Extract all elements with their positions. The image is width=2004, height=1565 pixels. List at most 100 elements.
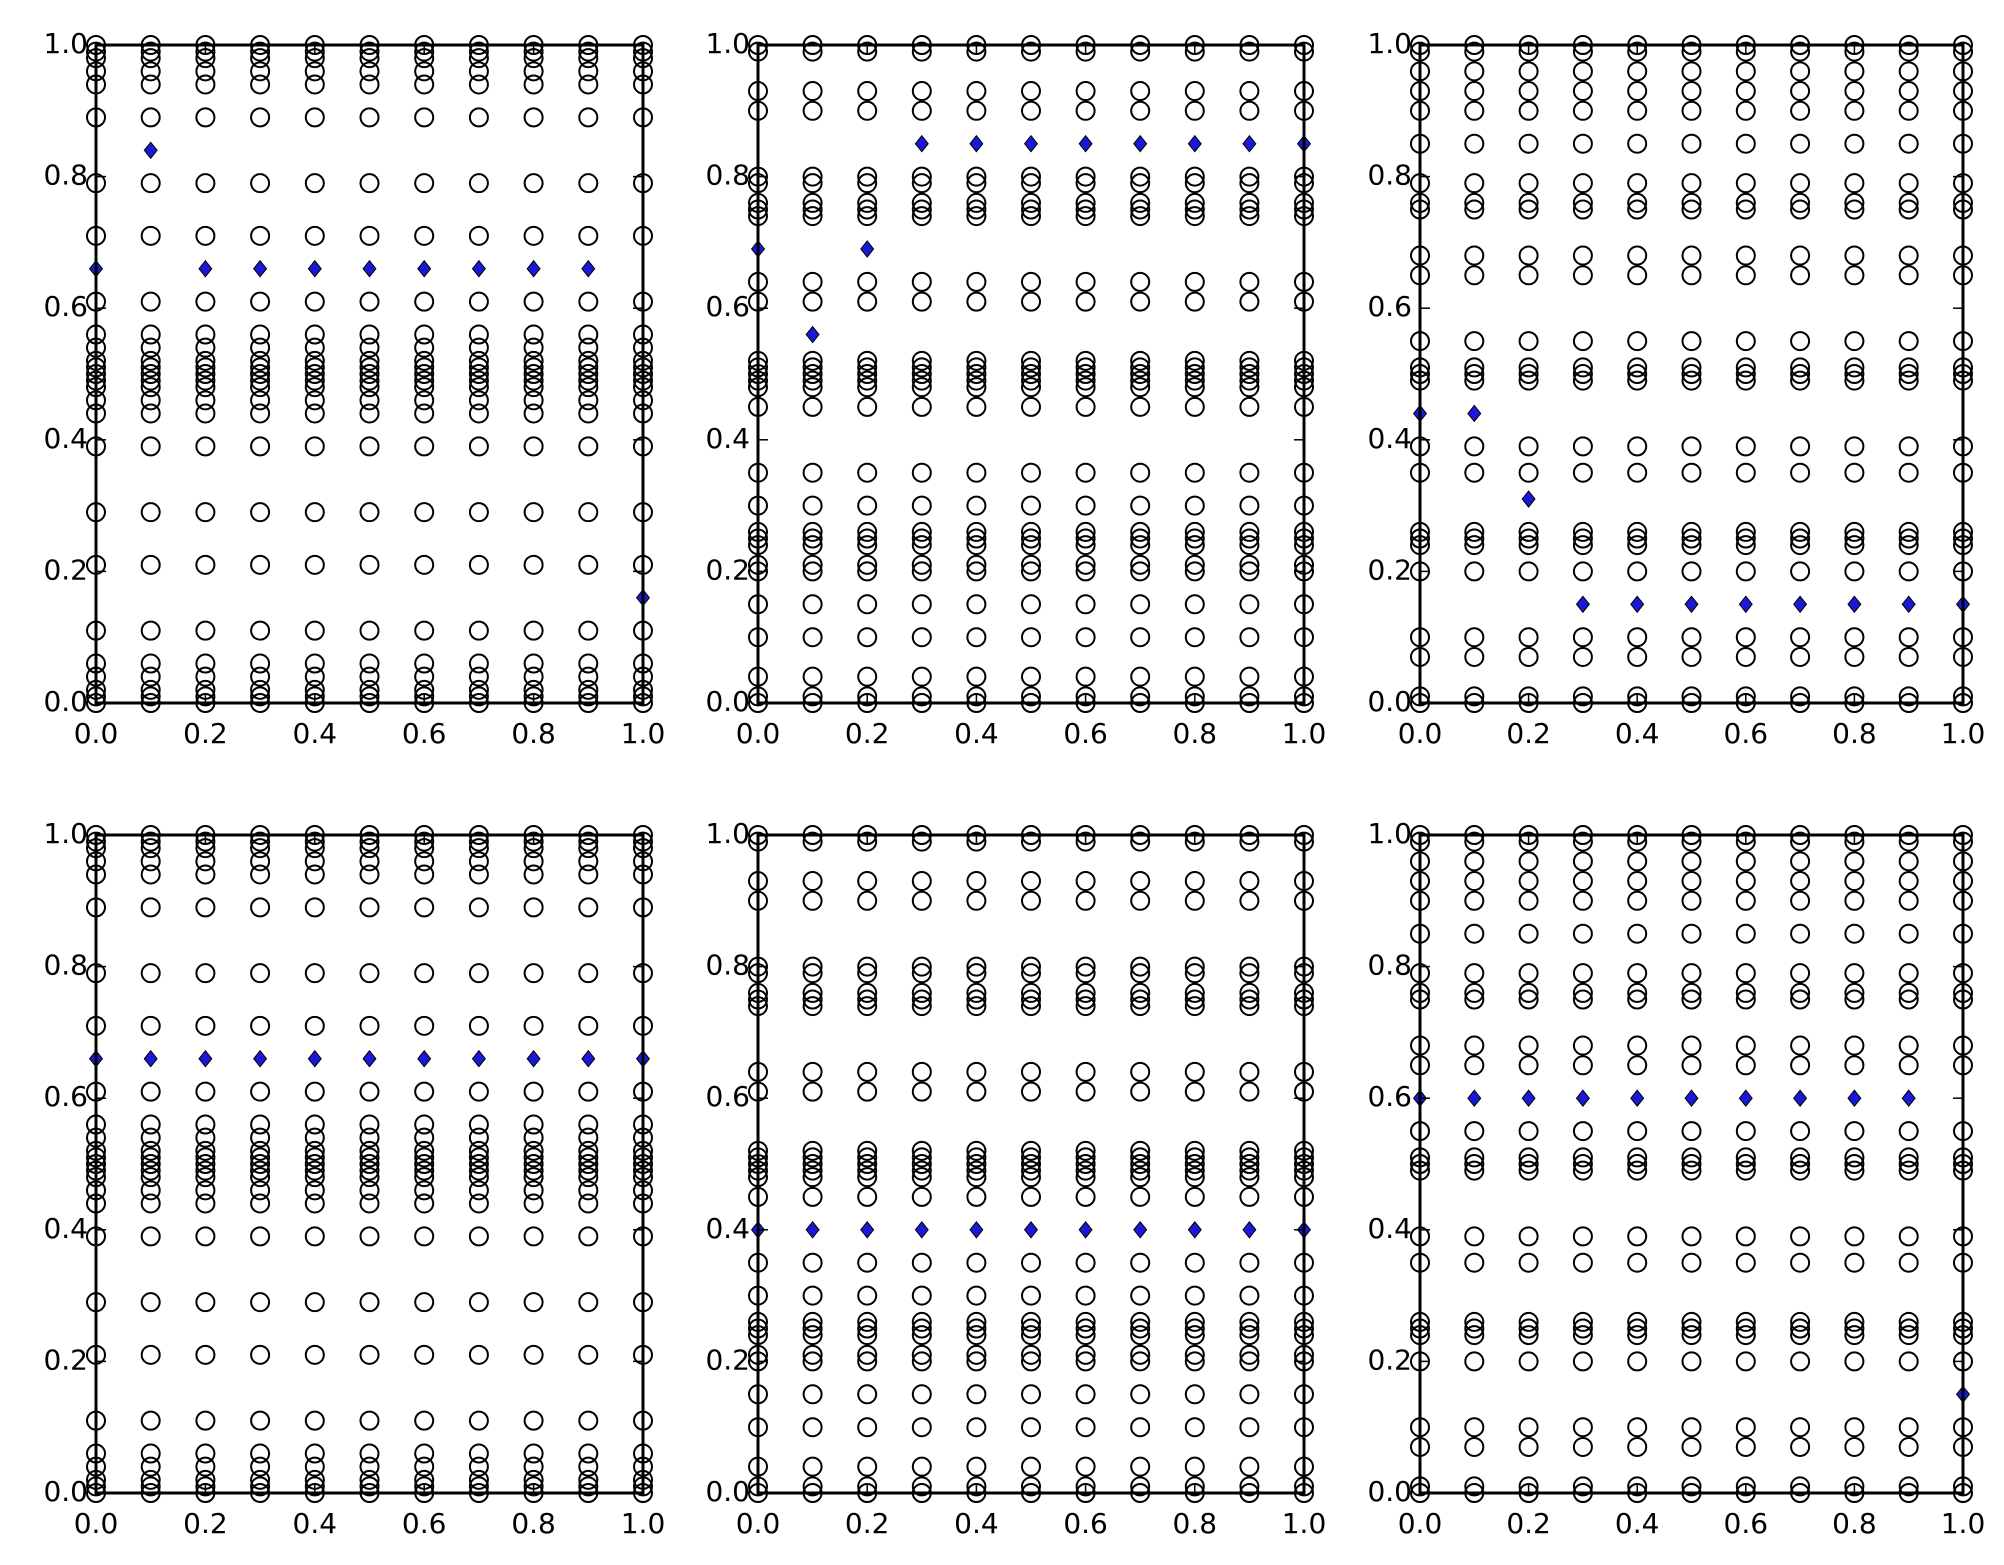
point — [1681, 528, 1702, 549]
point — [578, 897, 599, 918]
point — [523, 1410, 544, 1431]
point — [1239, 1325, 1260, 1346]
point — [911, 871, 932, 892]
point — [911, 377, 932, 398]
point — [468, 831, 489, 852]
point — [1184, 871, 1205, 892]
point — [523, 502, 544, 523]
point — [1898, 81, 1919, 102]
point — [414, 41, 435, 62]
point — [1681, 173, 1702, 194]
point — [802, 199, 823, 220]
point — [857, 462, 878, 483]
point — [1239, 1147, 1260, 1168]
point — [1681, 61, 1702, 82]
point — [523, 436, 544, 457]
point — [1735, 1436, 1756, 1457]
point — [1239, 956, 1260, 977]
point — [1681, 1318, 1702, 1339]
point — [359, 1147, 380, 1168]
x-tick-label: 0.0 — [74, 1507, 119, 1540]
point — [414, 666, 435, 687]
point — [1681, 1311, 1702, 1332]
point — [1464, 1436, 1485, 1457]
point — [857, 291, 878, 312]
point — [1572, 192, 1593, 213]
point — [1021, 495, 1041, 516]
point — [250, 173, 271, 194]
point — [1075, 1384, 1096, 1405]
point — [304, 337, 325, 358]
point — [1790, 989, 1811, 1010]
point — [802, 686, 823, 707]
point — [966, 686, 987, 707]
point — [1844, 963, 1865, 984]
point — [195, 61, 216, 82]
point — [523, 1114, 544, 1135]
point — [523, 1167, 544, 1188]
point — [1735, 370, 1756, 391]
point — [523, 1226, 544, 1247]
point — [468, 686, 489, 707]
point — [578, 107, 599, 128]
point — [1239, 166, 1260, 187]
point — [250, 377, 271, 398]
point — [1518, 561, 1539, 582]
point — [1898, 1436, 1919, 1457]
point — [578, 620, 599, 641]
diamond-point — [1738, 1089, 1753, 1108]
point — [1735, 265, 1756, 286]
point — [911, 166, 932, 187]
point — [1572, 627, 1593, 648]
y-tick-label: 0.6 — [43, 1080, 88, 1113]
point — [966, 1061, 987, 1082]
point — [1627, 173, 1648, 194]
point — [966, 357, 987, 378]
point — [1518, 436, 1539, 457]
point — [1790, 1121, 1811, 1142]
point — [857, 1325, 878, 1346]
point — [1790, 100, 1811, 121]
point — [857, 554, 878, 575]
point — [523, 1140, 544, 1161]
point — [195, 1081, 216, 1102]
point — [1130, 1285, 1151, 1306]
point — [250, 653, 271, 674]
point — [1898, 851, 1919, 872]
point — [414, 225, 435, 246]
point — [1518, 646, 1539, 667]
diamond-point — [1078, 1220, 1093, 1239]
point — [304, 1226, 325, 1247]
point — [1681, 245, 1702, 266]
point — [578, 1015, 599, 1036]
point — [1844, 1325, 1865, 1346]
point — [523, 324, 544, 345]
point — [468, 1456, 489, 1477]
point — [1735, 100, 1756, 121]
diamond-point — [1078, 134, 1093, 153]
point — [857, 350, 878, 371]
point — [1021, 192, 1041, 213]
point — [1021, 982, 1041, 1003]
point — [195, 337, 216, 358]
point — [1075, 370, 1096, 391]
point — [1184, 594, 1205, 615]
point — [1518, 982, 1539, 1003]
point — [1844, 989, 1865, 1010]
point — [1681, 1252, 1702, 1273]
point — [359, 403, 380, 424]
point — [1239, 594, 1260, 615]
point — [578, 225, 599, 246]
point — [468, 679, 489, 700]
point — [1898, 245, 1919, 266]
point — [1021, 1252, 1041, 1273]
point — [1464, 364, 1485, 384]
point — [414, 1160, 435, 1181]
point — [414, 370, 435, 391]
point — [195, 357, 216, 378]
point — [414, 74, 435, 95]
point — [1130, 1160, 1151, 1181]
point — [1021, 377, 1041, 398]
point — [1075, 871, 1096, 892]
point — [1075, 1318, 1096, 1339]
